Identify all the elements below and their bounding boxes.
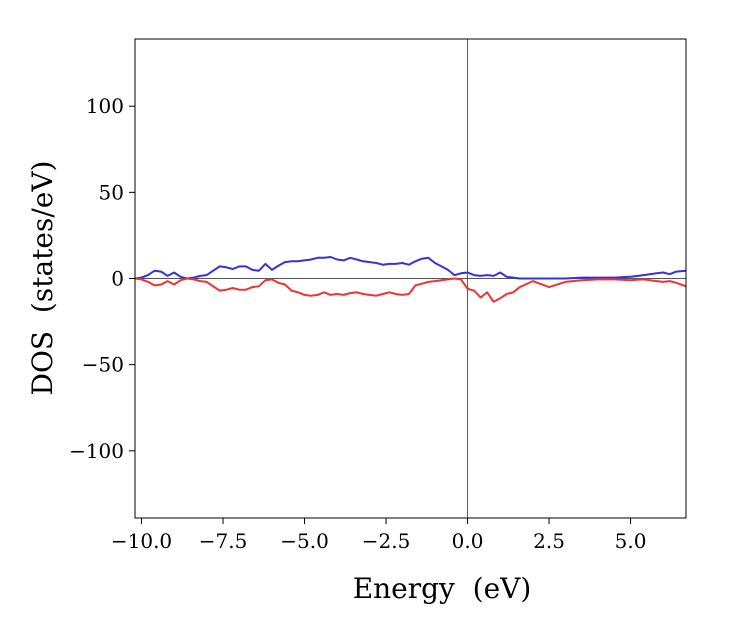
x-tick-label: −10.0 [111, 529, 172, 553]
x-tick-label: 5.0 [615, 529, 647, 553]
series-line-1 [134, 256, 687, 280]
x-axis: −10.0 −7.5 −5.0 −2.5 0.0 2.5 5.0 [111, 518, 647, 553]
y-tick-label: −50 [82, 353, 124, 377]
y-tick-label: 50 [99, 180, 124, 204]
x-tick-label: 2.5 [533, 529, 565, 553]
x-tick-label: −5.0 [280, 529, 329, 553]
x-tick-label: 0.0 [452, 529, 484, 553]
series-layer [134, 256, 687, 303]
x-tick-label: −2.5 [362, 529, 411, 553]
x-axis-label: Energy (eV) [353, 572, 532, 605]
y-tick-label: 100 [86, 94, 124, 118]
y-tick-label: −100 [69, 439, 124, 463]
x-tick-label: −7.5 [199, 529, 248, 553]
y-axis-label: DOS (states/eV) [26, 161, 59, 396]
y-tick-label: 0 [111, 267, 124, 291]
series-line-2 [134, 277, 687, 303]
y-axis: 100 50 0 −50 −100 [69, 94, 135, 463]
